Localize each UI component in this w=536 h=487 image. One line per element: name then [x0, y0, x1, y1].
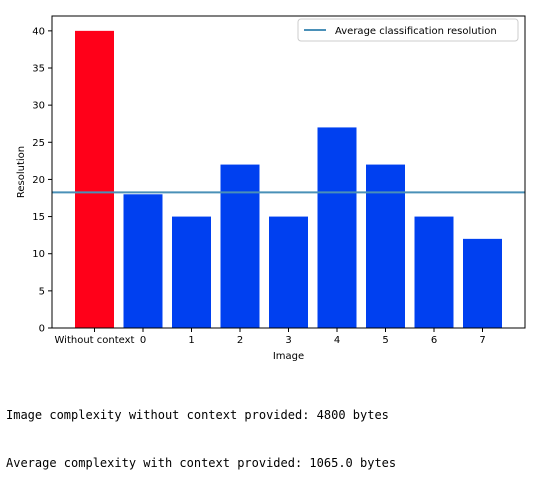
y-tick-label: 30 — [32, 101, 45, 112]
bar-5 — [366, 164, 405, 328]
bar-7 — [463, 238, 502, 328]
bar-3 — [269, 216, 308, 328]
bar-4 — [317, 127, 357, 328]
x-tick-label: 5 — [382, 335, 388, 346]
x-tick-label: 7 — [479, 335, 485, 346]
y-tick-label: 20 — [32, 175, 45, 186]
bar-2 — [220, 164, 260, 328]
x-tick-label: 1 — [188, 335, 194, 346]
output-line-average-complexity-with-context: Average complexity with context provided… — [6, 456, 397, 470]
output-line-complexity-without-context: Image complexity without context provide… — [6, 408, 389, 422]
bar-0 — [123, 194, 163, 328]
x-tick-label: Without context — [55, 335, 135, 346]
y-tick-label: 40 — [32, 26, 45, 37]
x-ticks-group: Without context 0 1 2 3 4 5 6 7 — [55, 328, 486, 346]
y-tick-label: 0 — [39, 324, 45, 335]
x-tick-label: 2 — [237, 335, 243, 346]
x-tick-label: 6 — [431, 335, 437, 346]
y-tick-label: 25 — [32, 138, 45, 149]
legend-frame — [297, 18, 519, 42]
bars-group — [75, 30, 502, 328]
bar-chart: 0 5 10 15 20 25 30 35 40 Without context 0 1 2 3 4 5 6 7… — [16, 15, 526, 362]
x-tick-label: 4 — [334, 335, 340, 346]
bar-1 — [172, 216, 211, 328]
legend-label: Average classification resolution — [335, 26, 497, 37]
bar-6 — [414, 216, 454, 328]
bar-without-context — [75, 30, 114, 328]
legend: Average classification resolution — [297, 18, 519, 42]
y-ticks-group: 0 5 10 15 20 25 30 35 40 — [32, 26, 52, 335]
x-tick-label: 0 — [140, 335, 146, 346]
y-tick-label: 10 — [32, 249, 45, 260]
x-axis-label: Image — [273, 351, 304, 362]
y-tick-label: 5 — [39, 286, 45, 297]
y-axis-label: Resolution — [16, 146, 27, 198]
console-output: Image complexity without context provide… — [6, 375, 396, 487]
y-tick-label: 35 — [32, 64, 45, 75]
x-tick-label: 3 — [285, 335, 291, 346]
y-tick-label: 15 — [32, 212, 45, 223]
